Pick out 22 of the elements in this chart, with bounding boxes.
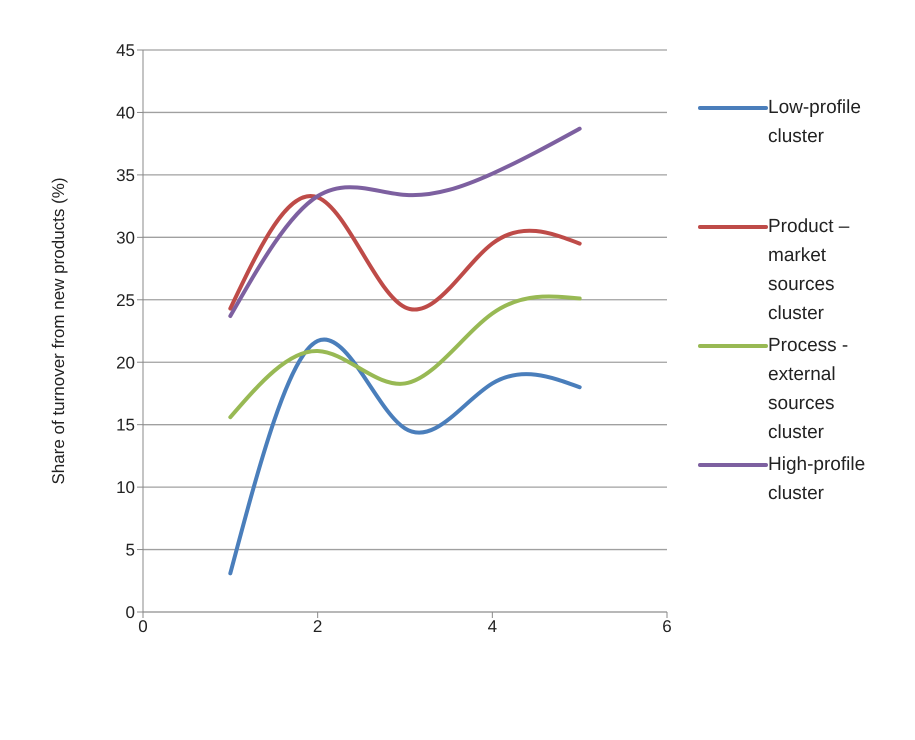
x-tick-label: 0 (138, 617, 148, 636)
x-tick-label: 6 (662, 617, 672, 636)
y-tick-label: 0 (126, 603, 135, 622)
line-series (228, 194, 582, 312)
legend-label: Process - external sources cluster (768, 334, 850, 445)
y-tick-label: 40 (116, 103, 135, 122)
y-tick-label: 35 (116, 166, 135, 185)
y-tick-label: 25 (116, 290, 135, 310)
y-axis-title: Share of turnover from new products (%) (49, 177, 68, 485)
x-tick-label: 2 (312, 617, 322, 636)
y-tick-label: 15 (116, 416, 135, 435)
x-tick-label: 4 (488, 617, 498, 636)
legend-label: High-profile cluster (768, 453, 866, 506)
legend-label: Low-profile cluster (768, 96, 862, 149)
y-tick-label: 20 (116, 353, 135, 372)
y-tick-label: 5 (126, 540, 135, 560)
line-series (228, 338, 582, 576)
line-series (228, 126, 582, 318)
legend-label: Product – market sources cluster (768, 215, 850, 326)
y-tick-label: 10 (116, 478, 135, 498)
y-tick-label: 45 (116, 41, 135, 60)
y-tick-label: 30 (116, 228, 135, 248)
